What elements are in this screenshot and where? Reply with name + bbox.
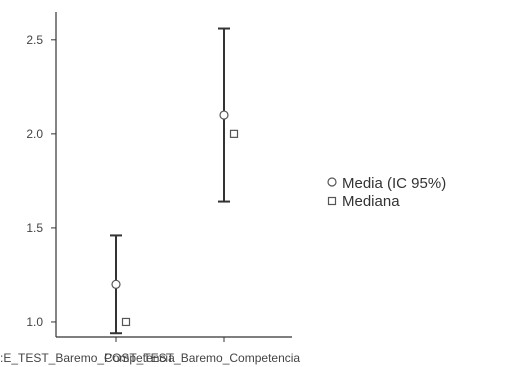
error-bars (110, 27, 230, 335)
x-axis-ticks: :E_TEST_Baremo_CompetenciaPOST_TEST_Bare… (0, 337, 300, 365)
legend-mean-marker (327, 177, 337, 187)
y-tick-label: 2.5 (26, 33, 43, 47)
median-marker (229, 129, 239, 138)
y-tick-label: 1.0 (26, 315, 43, 329)
legend: Media (IC 95%) Mediana (327, 175, 446, 210)
x-tick-label: POST_TEST_Baremo_Competencia (104, 351, 300, 365)
legend-median-label: Mediana (342, 193, 400, 210)
y-axis-ticks: 1.0 1.5 2.0 2.5 (26, 33, 56, 329)
median-marker (121, 317, 131, 327)
data-markers (111, 110, 239, 327)
legend-mean-label: Media (IC 95%) (342, 175, 446, 192)
mean-marker (111, 279, 121, 289)
axes (55, 12, 292, 338)
y-tick-label: 1.5 (26, 221, 43, 235)
x-tick-label: :E_TEST_Baremo_Competencia (0, 351, 175, 365)
y-tick-label: 2.0 (26, 127, 43, 141)
mean-marker (219, 110, 229, 120)
legend-median-marker (327, 196, 337, 206)
